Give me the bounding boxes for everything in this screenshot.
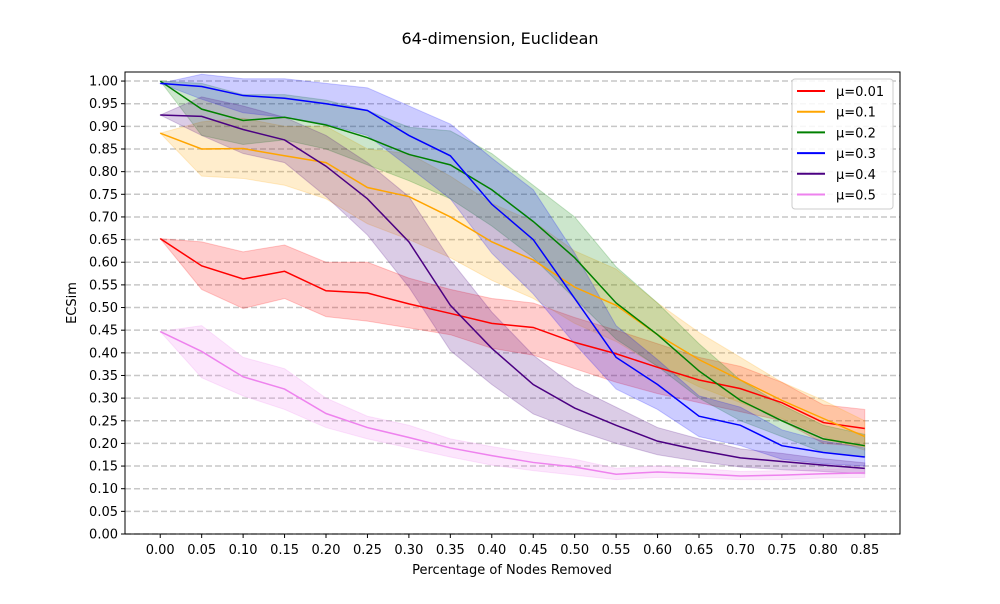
y-tick-label: 0.85 xyxy=(89,143,118,158)
x-axis-label: Percentage of Nodes Removed xyxy=(412,563,612,578)
x-tick-label: 0.60 xyxy=(643,543,672,558)
x-tick-label: 0.35 xyxy=(436,543,465,558)
x-tick-label: 0.10 xyxy=(229,543,258,558)
series-line xyxy=(159,80,865,447)
x-tick-label: 0.65 xyxy=(685,543,714,558)
y-tick-label: 0.00 xyxy=(89,528,118,543)
y-tick-label: 0.90 xyxy=(89,120,118,135)
chart-title: 64-dimension, Euclidean xyxy=(401,29,598,48)
x-tick-label: 0.45 xyxy=(519,543,548,558)
legend-label: μ=0.1 xyxy=(836,106,876,121)
x-tick-label: 0.55 xyxy=(602,543,631,558)
y-tick-label: 0.05 xyxy=(89,505,118,520)
y-tick-label: 0.20 xyxy=(89,437,118,452)
x-tick-label: 0.15 xyxy=(270,543,299,558)
series-line xyxy=(160,82,865,458)
y-tick-label: 0.25 xyxy=(89,414,118,429)
y-tick-label: 0.45 xyxy=(89,324,118,339)
series-line xyxy=(159,330,865,477)
series-lines xyxy=(159,80,866,477)
y-tick-label: 1.00 xyxy=(89,75,118,90)
series-line xyxy=(159,132,866,438)
legend: μ=0.01 μ=0.1 μ=0.2 μ=0.3 μ=0.4 μ=0.5 xyxy=(791,78,894,210)
x-tick-label: 0.20 xyxy=(312,543,341,558)
x-tick-label: 0.75 xyxy=(767,543,796,558)
confidence-band xyxy=(159,96,866,475)
legend-label: μ=0.4 xyxy=(836,168,876,183)
grid-layer xyxy=(125,80,900,535)
confidence-band xyxy=(159,117,866,451)
x-tick-label: 0.00 xyxy=(146,543,175,558)
y-tick-label: 0.65 xyxy=(89,233,118,248)
plot-frame xyxy=(124,71,901,535)
legend-label: μ=0.2 xyxy=(836,126,876,141)
x-tick-label: 0.30 xyxy=(394,543,423,558)
axes: 0.00 0.05 0.10 0.15 0.20 0.25 0.30 0.35 0.40 0.45… xyxy=(89,71,901,558)
y-tick-label: 0.55 xyxy=(89,278,118,293)
y-axis-label: ECSim xyxy=(65,282,80,324)
y-tick-label: 0.15 xyxy=(89,460,118,475)
y-tick-label: 0.70 xyxy=(89,210,118,225)
series-line xyxy=(159,238,865,430)
legend-label: μ=0.01 xyxy=(836,85,884,100)
y-tick-label: 0.80 xyxy=(89,165,118,180)
x-tick-label: 0.25 xyxy=(353,543,382,558)
series-line xyxy=(160,114,865,470)
legend-label: μ=0.5 xyxy=(836,189,876,204)
y-tick-label: 0.30 xyxy=(89,392,118,407)
y-tick-label: 0.75 xyxy=(89,188,118,203)
x-tick-label: 0.70 xyxy=(726,543,755,558)
x-tick-label: 0.50 xyxy=(560,543,589,558)
y-tick-label: 0.95 xyxy=(89,97,118,112)
x-tick-label: 0.40 xyxy=(477,543,506,558)
x-tick-label: 0.85 xyxy=(850,543,879,558)
y-tick-label: 0.35 xyxy=(89,369,118,384)
legend-label: μ=0.3 xyxy=(836,147,876,162)
x-tick-label: 0.80 xyxy=(809,543,838,558)
y-tick-label: 0.10 xyxy=(89,482,118,497)
y-tick-label: 0.60 xyxy=(89,256,118,271)
x-tick-label: 0.05 xyxy=(187,543,216,558)
y-tick-label: 0.50 xyxy=(89,301,118,316)
y-tick-label: 0.40 xyxy=(89,346,118,361)
